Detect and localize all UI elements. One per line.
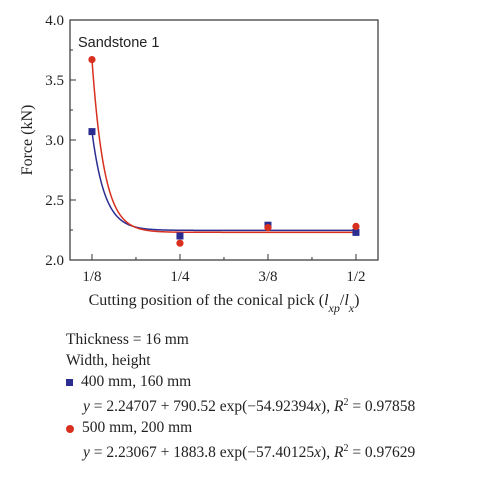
legend-series-2-equation: y = 2.23067 + 1883.8 exp(−57.40125x), R2…	[66, 438, 415, 463]
eq1-close: ),	[321, 398, 334, 416]
x-tick-label: 3/8	[258, 269, 277, 285]
eq1-y: y	[83, 398, 90, 416]
fit-curve-series-2	[91, 59, 356, 234]
y-tick-label: 3.5	[45, 73, 64, 89]
data-point-series-1	[88, 128, 96, 136]
eq1-x: x	[314, 398, 322, 416]
legend-series-1-label: 400 mm, 160 mm	[81, 373, 192, 390]
x-tick-label: 1/2	[346, 269, 365, 285]
data-points	[88, 56, 360, 247]
legend-series-1-equation: y = 2.24707 + 790.52 exp(−54.92394x), R2…	[66, 392, 415, 417]
square-marker-icon	[66, 378, 73, 386]
chart: 2.0 2.5 3.0 3.5 4.0 1/8 1/4 3/8 1/2 Sandstone 1…	[19, 13, 379, 315]
eq1-sup: 2	[343, 397, 349, 408]
eq2-r: R	[333, 444, 344, 462]
y-tick-label: 2.5	[45, 193, 64, 209]
eq2-x: x	[314, 444, 322, 462]
eq2-value: = 0.97629	[348, 444, 416, 462]
data-point-series-1	[176, 232, 184, 240]
x-axis-label-var1: l	[324, 292, 329, 309]
x-tick-label: 1/8	[82, 269, 101, 285]
data-point-series-2	[352, 222, 360, 230]
legend-series-1: 400 mm, 160 mm	[66, 371, 415, 392]
y-tick-label: 4.0	[45, 13, 64, 29]
x-axis-label-sub1: xp	[328, 301, 340, 315]
legend-thickness: Thickness = 16 mm	[66, 331, 189, 348]
data-point-series-2	[88, 56, 96, 64]
eq1-mid: = 2.24707 + 790.52 exp(−54.92394	[89, 398, 315, 416]
eq1-value: = 0.97858	[348, 398, 416, 416]
x-axis-label-sub2: x	[348, 301, 355, 315]
fit-curves	[91, 59, 356, 234]
eq2-sup: 2	[343, 443, 349, 455]
chart-title: Sandstone 1	[78, 35, 159, 51]
data-point-series-1	[352, 228, 360, 236]
data-point-series-2	[264, 224, 272, 232]
data-point-series-2	[176, 239, 184, 247]
legend-series-2: 500 mm, 200 mm	[66, 417, 415, 438]
y-tick-label: 3.0	[45, 133, 64, 149]
y-tick-label: 2.0	[45, 253, 64, 269]
eq1-r: R	[333, 398, 344, 416]
x-tick-label: 1/4	[170, 269, 190, 285]
circle-marker-icon	[66, 424, 74, 433]
x-axis: 1/8 1/4 3/8 1/2	[82, 254, 366, 285]
eq2-close: ),	[321, 444, 334, 462]
fit-curve-series-1	[91, 131, 356, 232]
y-axis: 2.0 2.5 3.0 3.5 4.0	[45, 13, 76, 269]
eq2-y: y	[83, 444, 90, 462]
legend-series-2-label: 500 mm, 200 mm	[82, 419, 193, 437]
x-axis-label-var2: l	[344, 292, 349, 309]
y-axis-label: Force (kN)	[19, 105, 36, 176]
x-axis-label-sep: /	[340, 292, 345, 309]
legend: Thickness = 16 mm Width, height 400 mm, …	[66, 329, 415, 463]
x-axis-label-end: )	[354, 292, 359, 309]
plot-frame	[69, 19, 379, 261]
x-axis-label-main: Cutting position of the conical pick (	[89, 292, 325, 309]
eq2-mid: = 2.23067 + 1883.8 exp(−57.40125	[89, 444, 315, 462]
legend-width-height: Width, height	[66, 352, 151, 369]
x-axis-label: Cutting position of the conical pick (lx…	[89, 292, 360, 315]
